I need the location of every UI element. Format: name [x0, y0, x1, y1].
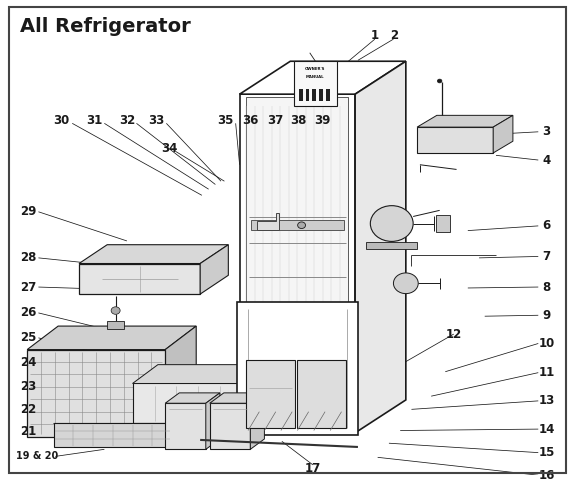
Polygon shape	[243, 365, 268, 423]
Circle shape	[111, 307, 120, 314]
Text: 1: 1	[371, 29, 379, 42]
Text: 6: 6	[543, 219, 551, 232]
Polygon shape	[53, 423, 197, 435]
Bar	[237, 302, 358, 435]
Text: 35: 35	[217, 114, 233, 127]
Text: 30: 30	[53, 114, 69, 127]
Text: 8: 8	[543, 280, 551, 294]
Text: 3: 3	[543, 125, 551, 138]
Text: 17: 17	[305, 462, 321, 475]
Circle shape	[370, 205, 413, 241]
Circle shape	[438, 79, 442, 83]
Bar	[417, 127, 493, 153]
Text: 37: 37	[267, 114, 283, 127]
Text: 22: 22	[20, 403, 36, 416]
Text: 9: 9	[543, 309, 551, 322]
Text: 29: 29	[20, 205, 36, 218]
Text: MANUAL: MANUAL	[306, 75, 325, 79]
Bar	[27, 349, 165, 437]
Bar	[326, 89, 330, 101]
Polygon shape	[417, 115, 513, 127]
Text: 21: 21	[20, 425, 36, 438]
Text: 16: 16	[539, 468, 555, 480]
Text: 28: 28	[20, 252, 36, 264]
Polygon shape	[256, 214, 279, 230]
Bar	[299, 89, 302, 101]
Text: 15: 15	[539, 446, 555, 459]
Bar	[79, 264, 200, 294]
Bar	[297, 360, 346, 428]
Text: 19 & 20: 19 & 20	[16, 451, 58, 461]
Polygon shape	[165, 393, 220, 403]
Bar	[246, 360, 294, 428]
Bar	[133, 384, 243, 423]
Bar	[240, 94, 355, 433]
Polygon shape	[200, 245, 228, 294]
Polygon shape	[355, 61, 406, 433]
Polygon shape	[165, 326, 196, 437]
Text: 38: 38	[290, 114, 307, 127]
Polygon shape	[250, 393, 264, 449]
Polygon shape	[240, 61, 406, 94]
Text: 34: 34	[161, 142, 177, 155]
Polygon shape	[210, 393, 264, 403]
Circle shape	[298, 222, 305, 228]
Text: 14: 14	[539, 422, 555, 436]
Bar	[305, 89, 309, 101]
Text: OWNER'S: OWNER'S	[305, 67, 325, 72]
Text: 11: 11	[539, 366, 555, 379]
Polygon shape	[493, 115, 513, 153]
Polygon shape	[27, 326, 196, 349]
Text: 12: 12	[446, 327, 462, 341]
Text: 10: 10	[539, 337, 555, 350]
Bar	[251, 219, 344, 230]
Text: 26: 26	[20, 306, 36, 319]
Bar	[165, 403, 206, 449]
Text: 7: 7	[543, 250, 551, 263]
Text: 23: 23	[20, 380, 36, 393]
Polygon shape	[133, 365, 268, 384]
Bar	[312, 89, 316, 101]
Text: 32: 32	[119, 114, 135, 127]
Text: 24: 24	[20, 356, 36, 369]
Text: 27: 27	[20, 280, 36, 294]
Text: 2: 2	[390, 29, 398, 42]
Text: 4: 4	[543, 154, 551, 167]
Bar	[436, 215, 450, 232]
Bar	[210, 403, 250, 449]
Text: 13: 13	[539, 395, 555, 408]
Text: 25: 25	[20, 331, 36, 344]
Bar	[246, 96, 348, 431]
Text: All Refrigerator: All Refrigerator	[20, 16, 190, 36]
Polygon shape	[79, 245, 228, 264]
Bar	[294, 61, 336, 106]
Text: 36: 36	[243, 114, 259, 127]
Bar	[53, 423, 172, 447]
Polygon shape	[206, 393, 220, 449]
Text: 31: 31	[87, 114, 103, 127]
Polygon shape	[366, 242, 417, 250]
Bar	[319, 89, 323, 101]
Text: 33: 33	[149, 114, 165, 127]
Bar	[107, 321, 124, 329]
Circle shape	[393, 273, 418, 294]
Text: 39: 39	[315, 114, 331, 127]
